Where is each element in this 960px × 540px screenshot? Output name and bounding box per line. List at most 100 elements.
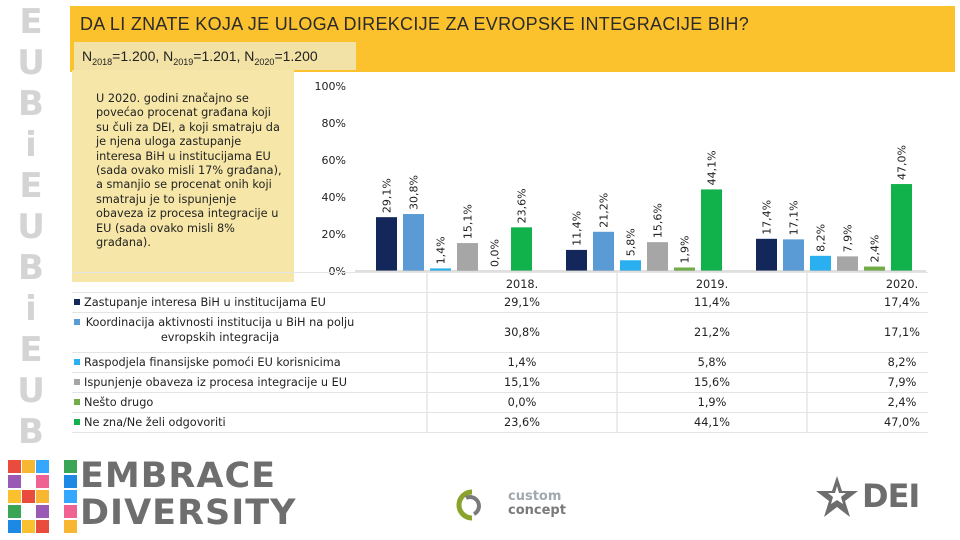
dei-text: DEI xyxy=(862,477,920,515)
logo-block xyxy=(22,490,35,503)
x-tick-label: 2018. xyxy=(505,278,539,291)
legend-swatch xyxy=(74,359,80,365)
custom-line1: custom xyxy=(508,489,562,504)
y-tick-label: 100% xyxy=(315,80,346,93)
legend-text: Zastupanje interesa BiH u institucijama … xyxy=(84,296,326,309)
embrace-diversity-text: EMBRACE DIVERSITY xyxy=(80,458,296,532)
table-cell: 29,1% xyxy=(504,295,540,309)
legend-swatch xyxy=(74,419,80,425)
table-cell: 7,9% xyxy=(887,375,917,389)
table-cell: 5,8% xyxy=(697,355,727,369)
bar xyxy=(783,239,804,271)
table-cell: 30,8% xyxy=(504,325,540,339)
data-label: 1,9% xyxy=(679,236,692,264)
strip-letter: E xyxy=(19,330,43,370)
logo-block xyxy=(64,490,77,503)
bar xyxy=(891,184,912,271)
table-cell: 47,0% xyxy=(884,415,920,429)
y-tick-label: 80% xyxy=(322,117,346,130)
bar xyxy=(403,214,424,271)
sample-value-2018: =1.200, N xyxy=(112,48,174,64)
table-cell: 21,2% xyxy=(694,325,730,339)
data-label: 29,1% xyxy=(381,178,394,213)
logo-block xyxy=(64,520,77,533)
bar xyxy=(430,268,451,271)
sample-size-label: N2018=1.200, N2019=1.201, N2020=1.200 xyxy=(74,42,356,70)
custom-line2: concept xyxy=(508,503,566,518)
sample-n: N xyxy=(82,48,93,64)
custom-concept-text: custom concept xyxy=(508,490,566,518)
sample-year-2020: 2020 xyxy=(254,56,275,67)
legend-text: Koordinacija aktivnosti institucija u Bi… xyxy=(85,316,355,344)
logo-block xyxy=(8,505,21,518)
x-tick-label: 2019. xyxy=(695,278,729,291)
legend-text: Ne zna/Ne želi odgovoriti xyxy=(84,416,226,429)
legend-swatch xyxy=(74,399,80,405)
sample-value-2019: =1.201, N xyxy=(193,48,255,64)
table-grid xyxy=(72,272,928,433)
data-label: 23,6% xyxy=(516,188,529,223)
bar xyxy=(674,267,695,271)
data-label: 7,9% xyxy=(842,224,855,252)
y-tick-label: 60% xyxy=(322,154,346,167)
logo-block xyxy=(64,475,77,488)
strip-letter: U xyxy=(17,43,45,83)
data-label: 17,1% xyxy=(788,200,801,235)
data-label: 17,4% xyxy=(761,200,774,235)
table-cell: 1,4% xyxy=(507,355,537,369)
data-label: 2,4% xyxy=(869,235,882,263)
sample-year-2018: 2018 xyxy=(92,56,113,67)
data-label: 21,2% xyxy=(598,193,611,228)
legend-swatch xyxy=(74,319,80,325)
table-cell: 17,4% xyxy=(884,295,920,309)
strip-letter: B xyxy=(18,412,44,452)
strip-letter: E xyxy=(19,2,43,42)
table-cell: 44,1% xyxy=(694,415,730,429)
data-label: 15,6% xyxy=(652,203,665,238)
table-cell: 17,1% xyxy=(884,325,920,339)
legend-text: Ispunjenje obaveza iz procesa integracij… xyxy=(84,376,348,389)
page-title: DA LI ZNATE KOJA JE ULOGA DIREKCIJE ZA E… xyxy=(80,14,750,34)
logo-block xyxy=(64,505,77,518)
legend-text: Nešto drugo xyxy=(84,396,154,409)
note-box xyxy=(72,70,294,282)
bar xyxy=(756,238,777,271)
logo-block xyxy=(36,505,49,518)
strip-letter: B xyxy=(18,84,44,124)
logo-block xyxy=(8,520,21,533)
table-cell: 1,9% xyxy=(697,395,727,409)
logo-block xyxy=(8,490,21,503)
table-cell: 11,4% xyxy=(694,295,730,309)
y-tick-label: 0% xyxy=(329,265,346,278)
data-label: 47,0% xyxy=(896,145,909,180)
data-label: 1,4% xyxy=(435,236,448,264)
data-label: 44,1% xyxy=(706,150,719,185)
embrace-diversity-logo xyxy=(8,456,238,536)
embrace-line2: DIVERSITY xyxy=(80,493,297,533)
logo-block xyxy=(36,490,49,503)
bar xyxy=(620,260,641,271)
bar xyxy=(864,266,885,271)
table-cell: 23,6% xyxy=(504,415,540,429)
legend-swatch xyxy=(74,379,80,385)
custom-concept-logo-icon xyxy=(456,489,481,521)
data-label: 8,2% xyxy=(815,224,828,252)
sample-year-2019: 2019 xyxy=(173,56,194,67)
y-tick-label: 40% xyxy=(322,191,346,204)
sample-value-2020: =1.200 xyxy=(274,48,318,64)
bar xyxy=(457,243,478,271)
data-label: 30,8% xyxy=(408,175,421,210)
data-label: 11,4% xyxy=(571,211,584,246)
y-tick-label: 20% xyxy=(322,228,346,241)
x-tick-label: 2020. xyxy=(885,278,919,291)
bar xyxy=(810,255,831,271)
bar xyxy=(511,227,532,271)
bar xyxy=(376,217,397,271)
embrace-line1: EMBRACE xyxy=(80,456,277,496)
data-label: 0,0% xyxy=(489,239,502,267)
strip-letter: i xyxy=(25,125,37,165)
logo-block xyxy=(64,460,77,473)
table-cell: 15,1% xyxy=(504,375,540,389)
bar xyxy=(701,189,722,271)
